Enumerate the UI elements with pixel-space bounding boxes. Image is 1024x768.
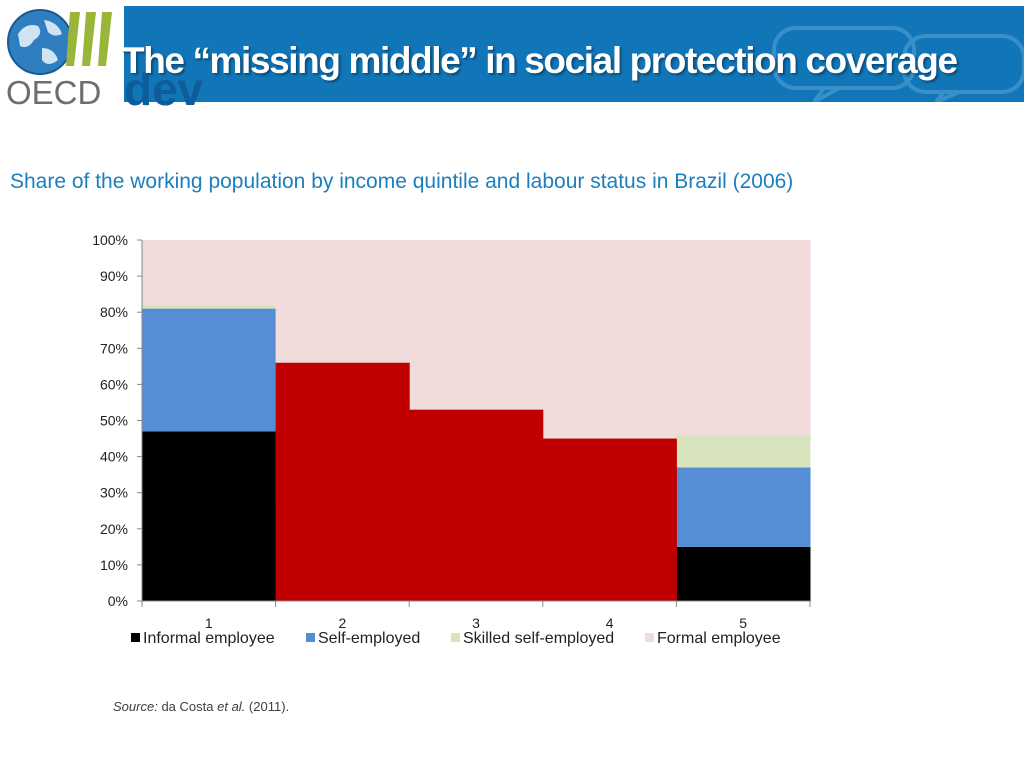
speech-bubbles-decoration [772, 26, 1024, 102]
bar-informal-employee-q1 [142, 431, 277, 601]
x-tick-label: 3 [472, 615, 480, 631]
bar-formal-employee-q5 [676, 240, 811, 435]
y-tick-label: 30% [100, 485, 128, 501]
x-tick-label: 2 [339, 615, 347, 631]
legend-label: Skilled self-employed [463, 630, 614, 647]
bar-self-employed-q5 [676, 467, 811, 547]
x-tick-label: 5 [739, 615, 747, 631]
logo-text: OECD [6, 74, 101, 108]
page-title: The “missing middle” in social protectio… [122, 40, 958, 81]
y-tick-label: 100% [92, 232, 128, 248]
chart-subtitle: Share of the working population by incom… [10, 170, 794, 193]
header-bar [124, 6, 1024, 102]
highlight-bar-q4 [542, 438, 677, 601]
bar-skilled-self-employed-q1 [142, 304, 277, 309]
brand-word: dev [124, 63, 204, 115]
x-tick-label: 1 [205, 615, 213, 631]
legend-label: Self-employed [318, 630, 420, 647]
y-tick-label: 90% [100, 268, 128, 284]
source-note: Source: da Costa et al. (2011). [113, 699, 289, 714]
x-tick-label: 4 [606, 615, 614, 631]
source-authors: da Costa [161, 699, 214, 714]
y-tick-label: 10% [100, 557, 128, 573]
highlight-bar-q2 [275, 362, 410, 601]
source-label: Source: [113, 699, 158, 714]
bar-informal-employee-q5 [676, 546, 811, 601]
legend-label: Formal employee [657, 630, 781, 647]
y-tick-label: 20% [100, 521, 128, 537]
bar-formal-employee-q4 [542, 240, 677, 439]
oecd-logo: OECD [6, 9, 112, 108]
y-tick-label: 0% [108, 593, 128, 609]
legend-swatch [451, 633, 460, 642]
y-tick-label: 80% [100, 304, 128, 320]
source-etal: et al. [217, 699, 246, 714]
legend-swatch [306, 633, 315, 642]
legend-swatch [131, 633, 140, 642]
bar-formal-employee-q1 [142, 240, 277, 305]
bar-self-employed-q1 [142, 308, 277, 432]
bar-skilled-self-employed-q5 [676, 434, 811, 468]
source-year: (2011). [248, 699, 290, 714]
bar-formal-employee-q3 [409, 240, 544, 443]
y-tick-label: 60% [100, 376, 128, 392]
highlight-bar-q3 [409, 409, 544, 601]
y-tick-label: 50% [100, 413, 128, 429]
legend-label: Informal employee [143, 630, 275, 647]
y-tick-label: 40% [100, 449, 128, 465]
legend-swatch [645, 633, 654, 642]
y-tick-label: 70% [100, 340, 128, 356]
